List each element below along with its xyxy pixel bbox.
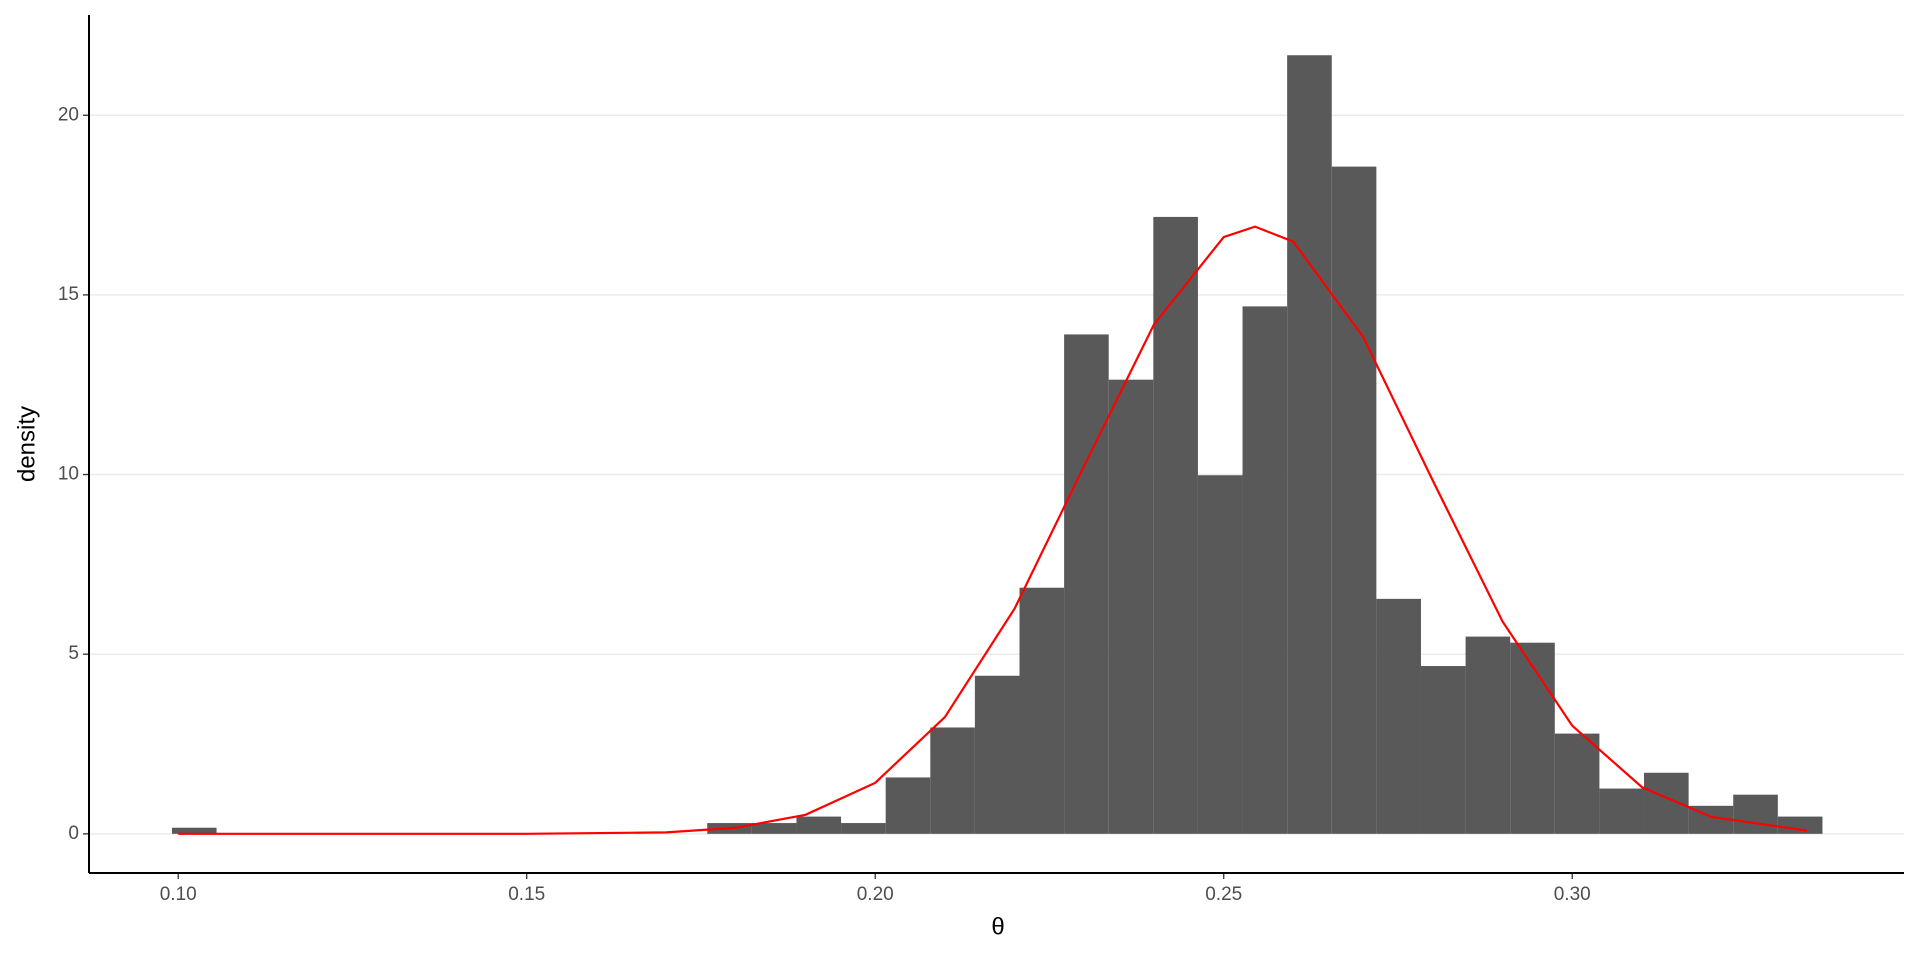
bar [1108, 379, 1154, 834]
y-tick-label: 10 [58, 464, 79, 485]
x-tick-label: 0.20 [857, 884, 894, 905]
bar [1019, 587, 1065, 834]
bar [1554, 733, 1600, 834]
x-axis-title: θ [991, 913, 1004, 940]
bar [1465, 636, 1511, 834]
bar [1287, 55, 1332, 834]
x-tick-label: 0.30 [1554, 884, 1591, 905]
bar [751, 823, 797, 834]
bar [1376, 598, 1421, 834]
bar [1777, 816, 1823, 834]
y-tick-label: 0 [68, 823, 79, 844]
bar [974, 675, 1020, 834]
density-curve [178, 225, 1808, 835]
y-axis-title: density [13, 406, 40, 482]
bar [930, 727, 975, 834]
bar [1153, 216, 1198, 834]
bar [1331, 166, 1377, 834]
bar [885, 777, 931, 834]
y-tick-label: 20 [58, 104, 79, 125]
x-tick-label: 0.15 [508, 884, 545, 905]
bar [796, 816, 842, 834]
bar [1599, 788, 1645, 834]
bar [1197, 475, 1243, 834]
bar [841, 823, 886, 834]
bar [1420, 666, 1466, 834]
x-tick-label: 0.25 [1205, 884, 1242, 905]
bar [171, 827, 217, 834]
bar [1733, 794, 1778, 834]
y-tick-label: 15 [58, 284, 79, 305]
y-tick-label: 5 [68, 643, 79, 664]
x-tick-label: 0.10 [160, 884, 197, 905]
bar [1242, 306, 1288, 834]
bar [1510, 642, 1555, 834]
bar [1064, 334, 1109, 834]
